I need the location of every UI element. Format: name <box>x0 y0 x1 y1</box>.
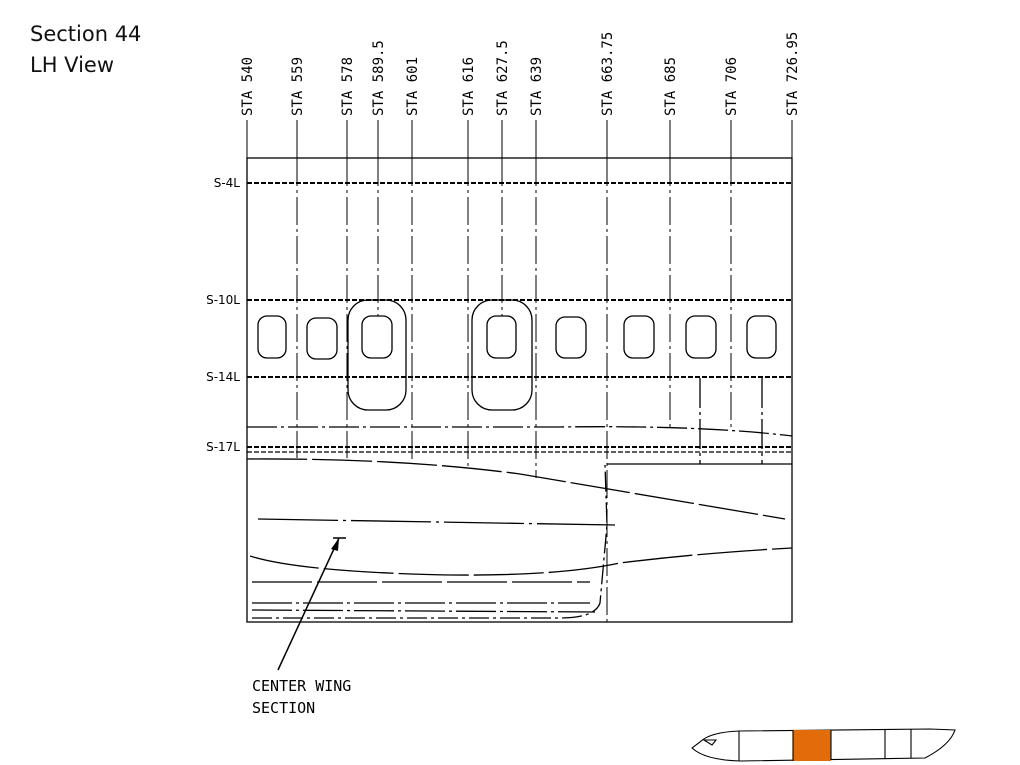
section-frame <box>246 157 793 623</box>
window <box>486 315 517 359</box>
section-locator-fuselage <box>691 728 956 762</box>
diagram-title-line-1: Section 44 <box>30 22 142 46</box>
station-label: STA 616 <box>461 57 477 116</box>
window <box>555 316 587 359</box>
station-label: STA 559 <box>290 57 306 116</box>
window <box>746 315 777 359</box>
aft-posts <box>699 378 763 464</box>
wing-lower-contour <box>249 547 793 576</box>
wing-line-4 <box>252 464 608 619</box>
callout-line-2: SECTION <box>252 699 315 717</box>
window-row <box>257 315 777 360</box>
window <box>685 315 717 359</box>
door-surround-589 <box>347 299 407 411</box>
station-lines <box>296 158 732 622</box>
callout-arrowhead <box>331 538 339 551</box>
stringer-label: S-10L <box>206 293 240 307</box>
stringer-labels: S-4L S-10L S-14L S-17L <box>206 176 240 454</box>
lower-structure <box>246 378 793 619</box>
window <box>257 315 287 359</box>
station-label: STA 639 <box>529 57 545 116</box>
stringer-label: S-14L <box>206 370 240 384</box>
stringer-label: S-17L <box>206 440 240 454</box>
cockpit-window-mark <box>702 739 718 746</box>
callout-leader <box>277 537 340 671</box>
callout-line-1: CENTER WING <box>252 677 351 695</box>
stringer-label: S-4L <box>214 176 241 190</box>
station-label: STA 540 <box>240 57 256 116</box>
station-label: STA 685 <box>663 57 679 116</box>
station-label: STA 601 <box>405 57 421 116</box>
station-label: STA 578 <box>340 57 356 116</box>
door-surround-627 <box>471 299 533 411</box>
station-ticks <box>246 120 793 158</box>
station-label: STA 663.75 <box>600 32 616 116</box>
window <box>623 315 655 359</box>
station-label: STA 589.5 <box>371 40 387 116</box>
diagram-title-line-2: LH View <box>30 53 114 77</box>
station-label: STA 627.5 <box>495 40 511 116</box>
keel-line <box>246 458 786 520</box>
station-label: STA 726.95 <box>785 32 801 116</box>
window <box>306 317 338 360</box>
floor-beam-line <box>247 426 793 437</box>
window <box>361 315 393 359</box>
section-44-highlight <box>793 730 831 761</box>
station-labels: STA 540 STA 559 STA 578 STA 589.5 STA 601 STA… <box>240 32 801 116</box>
wing-upper-line <box>257 518 616 526</box>
wing-line-3 <box>251 609 596 613</box>
station-label: STA 706 <box>724 57 740 116</box>
